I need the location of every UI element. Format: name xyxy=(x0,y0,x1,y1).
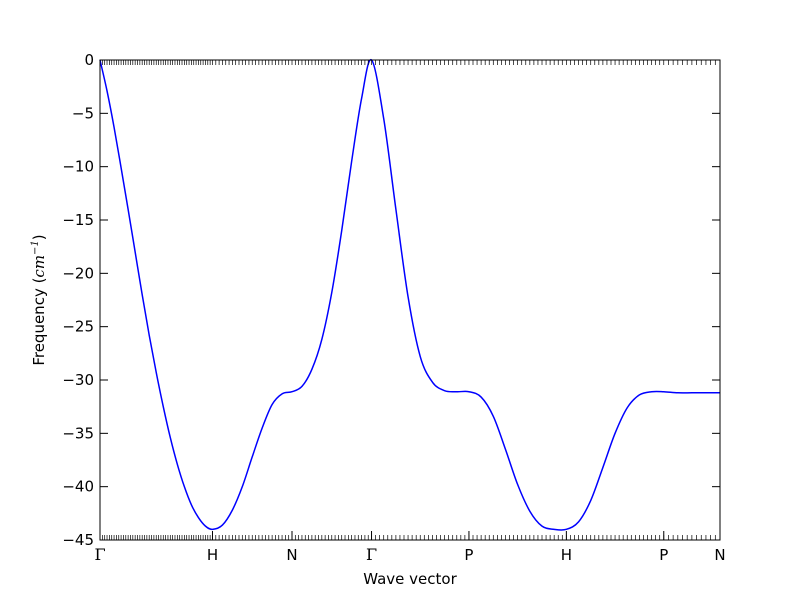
x-tick-label: P xyxy=(659,546,668,564)
tick-labels: 0−5−10−15−20−25−30−35−40−45Γ H N Γ P H P N xyxy=(62,51,725,564)
y-tick-label: 0 xyxy=(84,51,94,69)
y-axis-label-suffix: ) xyxy=(30,234,48,240)
plot-area xyxy=(99,59,720,531)
y-axis-label-exponent: −1 xyxy=(30,240,41,255)
y-tick-label: −40 xyxy=(62,478,94,496)
y-tick-label: −25 xyxy=(62,318,94,336)
ticks-layer xyxy=(99,59,721,541)
x-tick-label: H xyxy=(207,546,218,564)
y-axis-label: Frequency (cm−1) xyxy=(30,234,48,365)
y-axis-label-unit: cm xyxy=(30,255,48,278)
y-tick-label: −10 xyxy=(62,158,94,176)
x-tick-label: Γ xyxy=(94,545,105,564)
x-tick-label: P xyxy=(464,546,473,564)
y-tick-label: −45 xyxy=(62,531,94,549)
x-tick-label: N xyxy=(286,546,297,564)
x-tick-label: Γ xyxy=(366,545,377,564)
x-tick-label: H xyxy=(561,546,572,564)
y-axis-label-prefix: Frequency ( xyxy=(30,278,48,366)
x-axis-label: Wave vector xyxy=(363,570,457,588)
y-tick-label: −5 xyxy=(72,104,94,122)
x-tick-label: N xyxy=(714,546,725,564)
axes-frame xyxy=(99,59,721,541)
y-tick-label: −20 xyxy=(62,264,94,282)
series-line-0 xyxy=(99,59,720,531)
y-tick-label: −15 xyxy=(62,211,94,229)
y-tick-label: −35 xyxy=(62,424,94,442)
y-tick-label: −30 xyxy=(62,371,94,389)
